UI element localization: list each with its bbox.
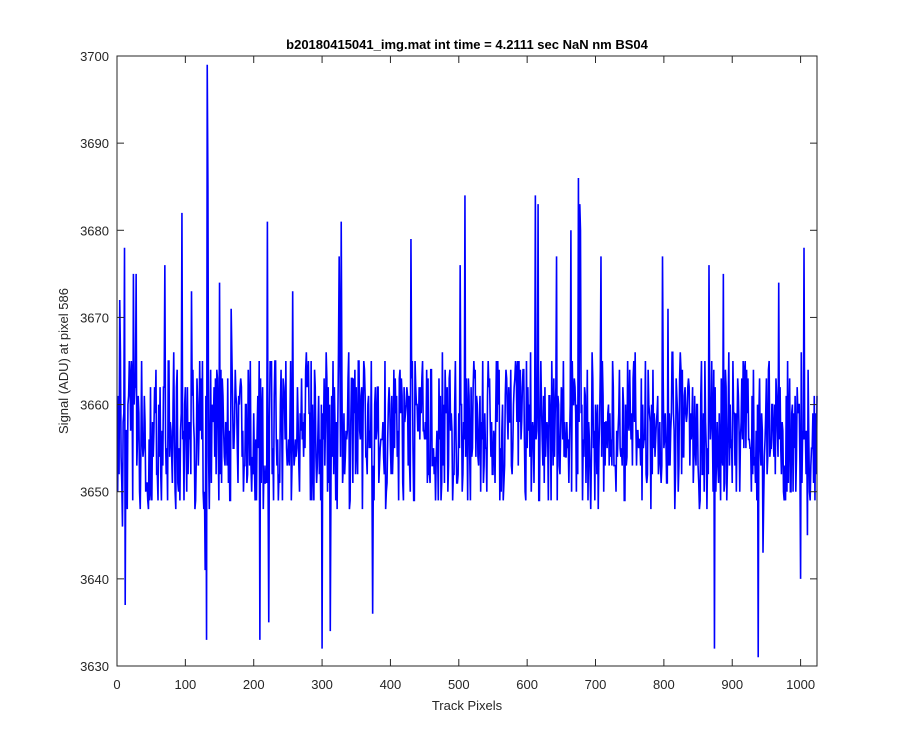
y-tick-label: 3700 (80, 49, 109, 64)
x-tick-label: 200 (243, 677, 265, 692)
x-tick-label: 700 (585, 677, 607, 692)
y-tick-label: 3640 (80, 572, 109, 587)
y-tick-label: 3670 (80, 310, 109, 325)
plot-area (117, 56, 817, 666)
x-tick-label: 100 (175, 677, 197, 692)
x-tick-label: 400 (380, 677, 402, 692)
x-axis-label: Track Pixels (432, 698, 503, 713)
x-tick-label: 300 (311, 677, 333, 692)
x-tick-label: 900 (721, 677, 743, 692)
x-tick-label: 800 (653, 677, 675, 692)
y-tick-label: 3690 (80, 136, 109, 151)
data-layer (116, 64, 818, 658)
tick-layer: 0 100 200 300 400 500 600 700 800 900 1000 3630 3640… (80, 49, 817, 692)
chart-title: b20180415041_img.mat int time = 4.2111 s… (286, 37, 648, 52)
x-tick-label: 1000 (786, 677, 815, 692)
axes-box (116, 55, 818, 667)
x-tick-label: 600 (516, 677, 538, 692)
x-tick-label: 0 (113, 677, 120, 692)
y-tick-label: 3650 (80, 485, 109, 500)
y-axis-label: Signal (ADU) at pixel 586 (56, 288, 71, 434)
y-tick-label: 3630 (80, 659, 109, 674)
series-line (116, 64, 818, 658)
y-tick-label: 3660 (80, 398, 109, 413)
y-tick-label: 3680 (80, 223, 109, 238)
x-tick-label: 500 (448, 677, 470, 692)
